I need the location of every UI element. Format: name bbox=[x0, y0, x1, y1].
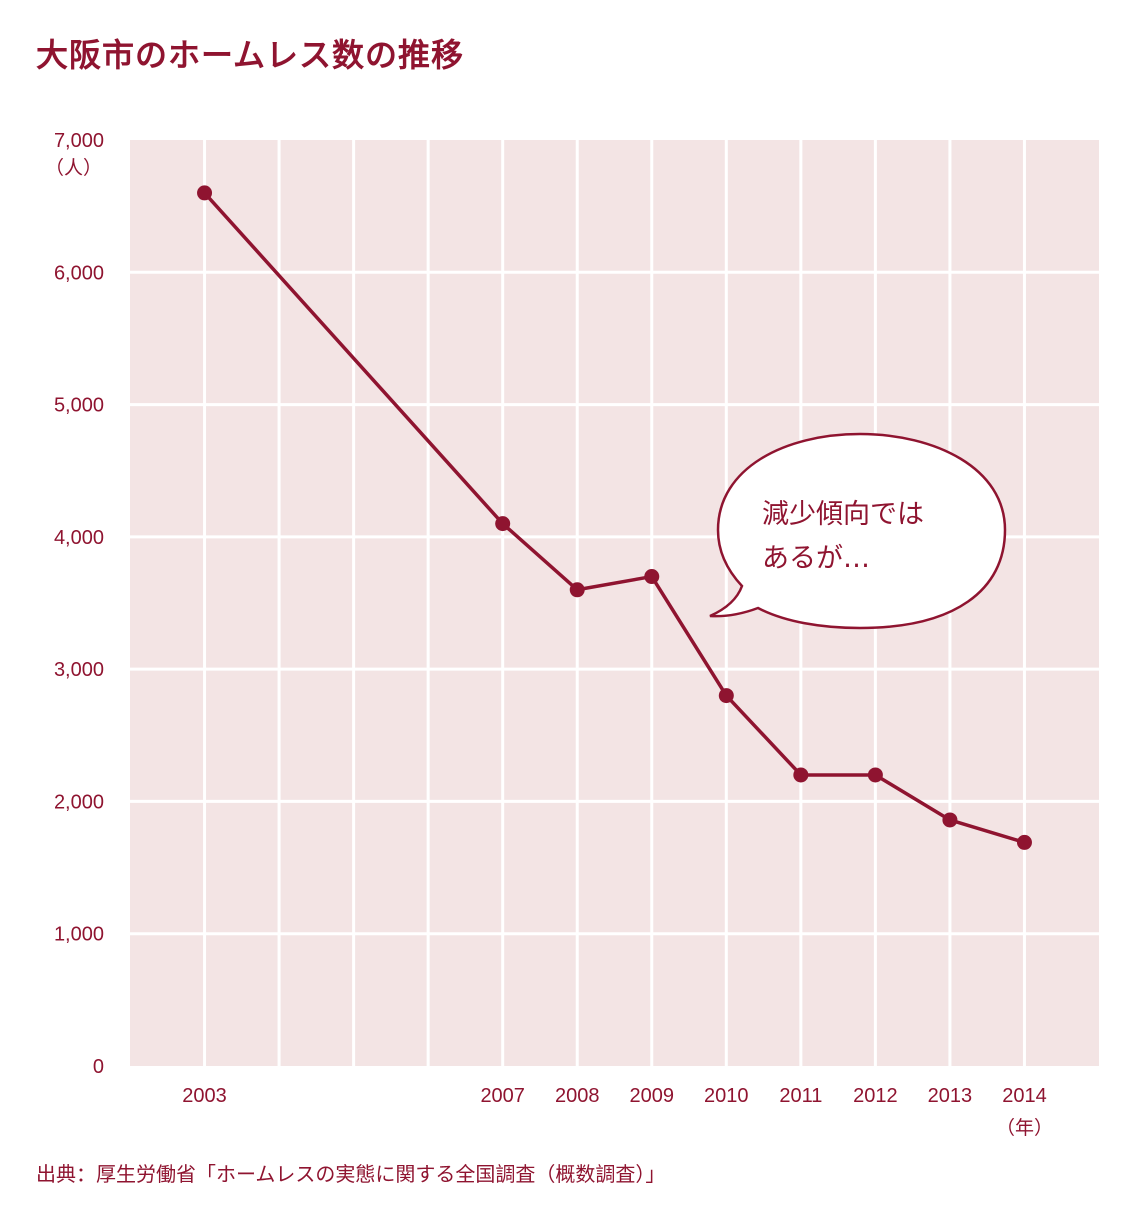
bubble-line-2: あるが… bbox=[762, 543, 870, 574]
x-tick-label: 2008 bbox=[555, 1085, 600, 1107]
data-point bbox=[718, 688, 734, 704]
y-tick-label: 4,000 bbox=[54, 527, 104, 549]
data-point bbox=[867, 767, 883, 783]
y-tick-label: 5,000 bbox=[54, 395, 104, 417]
data-point bbox=[569, 582, 585, 598]
speech-bubble-shape bbox=[709, 432, 1007, 630]
x-tick-label: 2009 bbox=[630, 1085, 675, 1107]
chart-title: 大阪市のホームレス数の推移 bbox=[36, 36, 465, 74]
bubble-line-1: 減少傾向では bbox=[762, 499, 924, 530]
x-tick-label: 2003 bbox=[182, 1085, 227, 1107]
x-tick-label: 2013 bbox=[928, 1085, 973, 1107]
speech-bubble: 減少傾向では あるが… bbox=[709, 432, 1007, 630]
data-point bbox=[495, 516, 511, 532]
y-tick-label: 2,000 bbox=[54, 791, 104, 813]
source-note: 出典：厚生労働省「ホームレスの実態に関する全国調査（概数調査）」 bbox=[36, 1162, 666, 1186]
x-tick-label: 2010 bbox=[704, 1085, 749, 1107]
data-point bbox=[644, 569, 660, 585]
y-tick-label: 0 bbox=[93, 1056, 104, 1078]
x-tick-label: 2007 bbox=[480, 1085, 525, 1107]
data-point bbox=[793, 767, 809, 783]
y-tick-label: 1,000 bbox=[54, 924, 104, 946]
y-axis-unit: （人） bbox=[45, 157, 102, 179]
y-tick-label: 7,000 bbox=[54, 130, 104, 152]
x-tick-label: 2014 bbox=[1002, 1085, 1047, 1107]
data-point bbox=[1016, 834, 1032, 850]
data-point bbox=[197, 185, 213, 201]
x-tick-label: 2011 bbox=[779, 1085, 822, 1107]
data-point bbox=[942, 812, 958, 828]
x-tick-label: 2012 bbox=[853, 1085, 898, 1107]
y-tick-label: 6,000 bbox=[54, 262, 104, 284]
x-axis-unit: （年） bbox=[996, 1117, 1053, 1139]
y-tick-label: 3,000 bbox=[54, 659, 104, 681]
